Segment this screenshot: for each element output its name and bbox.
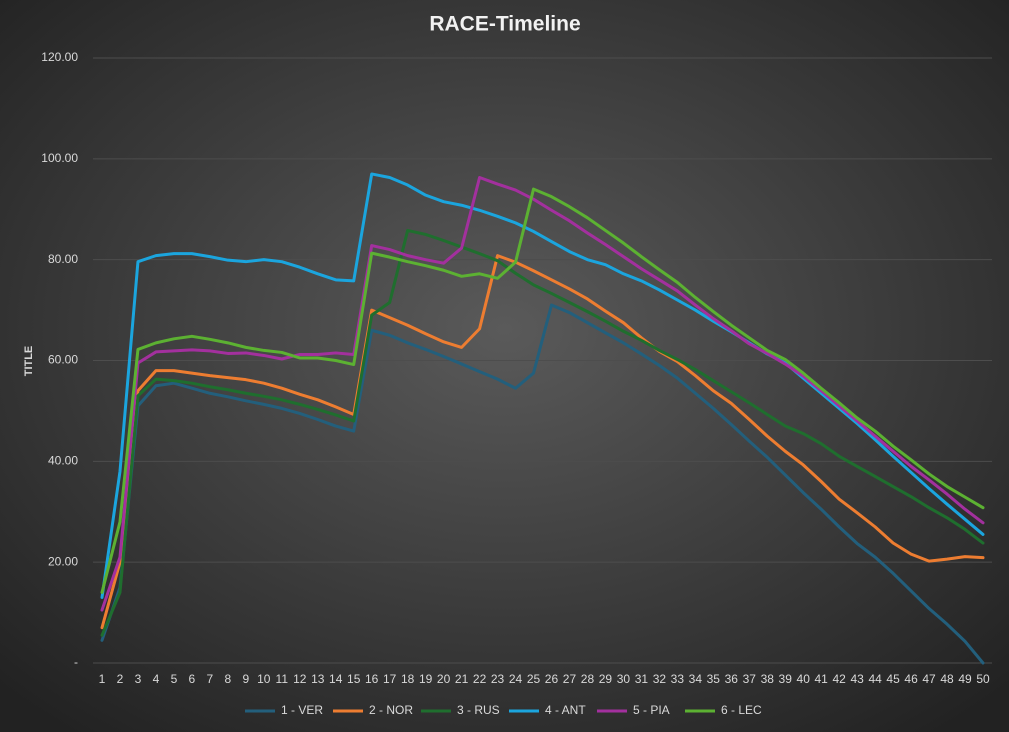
- x-tick-label: 18: [401, 672, 415, 686]
- x-tick-label: 6: [189, 672, 196, 686]
- x-tick-label: 5: [171, 672, 178, 686]
- series-line: [100, 303, 985, 665]
- x-tick-label: 17: [383, 672, 397, 686]
- x-tick-label: 33: [671, 672, 685, 686]
- x-tick-label: 45: [886, 672, 900, 686]
- x-tick-label: 31: [635, 672, 649, 686]
- x-tick-label: 10: [257, 672, 271, 686]
- x-tick-label: 13: [311, 672, 325, 686]
- y-tick-label: 120.00: [41, 50, 78, 64]
- legend-label: 1 - VER: [281, 703, 323, 717]
- y-tick-label: 100.00: [41, 151, 78, 165]
- x-tick-label: 29: [599, 672, 613, 686]
- series-line: [100, 254, 985, 630]
- x-tick-label: 15: [347, 672, 361, 686]
- x-tick-label: 43: [850, 672, 864, 686]
- x-tick-label: 42: [832, 672, 846, 686]
- x-tick-label: 25: [527, 672, 541, 686]
- x-tick-label: 30: [617, 672, 631, 686]
- x-tick-label: 38: [761, 672, 775, 686]
- series-line: [100, 187, 985, 594]
- x-tick-label: 16: [365, 672, 379, 686]
- x-tick-label: 23: [491, 672, 505, 686]
- x-tick-label: 24: [509, 672, 523, 686]
- y-tick-label: -: [74, 655, 78, 669]
- x-tick-label: 4: [153, 672, 160, 686]
- x-tick-label: 12: [293, 672, 307, 686]
- x-tick-label: 26: [545, 672, 559, 686]
- x-tick-label: 1: [99, 672, 106, 686]
- y-tick-label: 20.00: [48, 554, 78, 568]
- chart-title: RACE-Timeline: [429, 13, 580, 36]
- x-tick-label: 21: [455, 672, 469, 686]
- x-tick-label: 46: [904, 672, 918, 686]
- x-tick-label: 44: [868, 672, 882, 686]
- x-tick-label: 27: [563, 672, 577, 686]
- x-tick-label: 7: [207, 672, 214, 686]
- x-tick-label: 47: [922, 672, 936, 686]
- x-tick-label: 50: [976, 672, 990, 686]
- x-tick-label: 40: [797, 672, 811, 686]
- series-line: [100, 228, 985, 637]
- x-tick-label: 49: [958, 672, 972, 686]
- x-tick-label: 36: [725, 672, 739, 686]
- y-tick-label: 80.00: [48, 252, 78, 266]
- legend-label: 4 - ANT: [545, 703, 586, 717]
- x-tick-label: 11: [276, 672, 289, 686]
- series-line: [100, 175, 985, 612]
- y-tick-label: 40.00: [48, 454, 78, 468]
- x-tick-label: 32: [653, 672, 667, 686]
- legend-label: 2 - NOR: [369, 703, 413, 717]
- x-tick-label: 41: [815, 672, 829, 686]
- x-tick-label: 19: [419, 672, 433, 686]
- x-tick-label: 9: [242, 672, 249, 686]
- x-tick-label: 48: [940, 672, 954, 686]
- legend-label: 6 - LEC: [721, 703, 762, 717]
- y-tick-label: 60.00: [48, 353, 78, 367]
- y-axis-title: TITLE: [23, 346, 35, 377]
- x-tick-label: 20: [437, 672, 451, 686]
- x-tick-label: 39: [779, 672, 793, 686]
- x-tick-label: 35: [707, 672, 721, 686]
- x-tick-label: 14: [329, 672, 343, 686]
- legend-label: 5 - PIA: [633, 703, 670, 717]
- x-tick-label: 2: [117, 672, 124, 686]
- series-line: [100, 172, 985, 599]
- x-tick-label: 34: [689, 672, 703, 686]
- x-tick-label: 37: [743, 672, 757, 686]
- x-tick-label: 3: [135, 672, 142, 686]
- x-tick-label: 22: [473, 672, 487, 686]
- x-tick-label: 28: [581, 672, 595, 686]
- legend-label: 3 - RUS: [457, 703, 500, 717]
- x-tick-label: 8: [225, 672, 232, 686]
